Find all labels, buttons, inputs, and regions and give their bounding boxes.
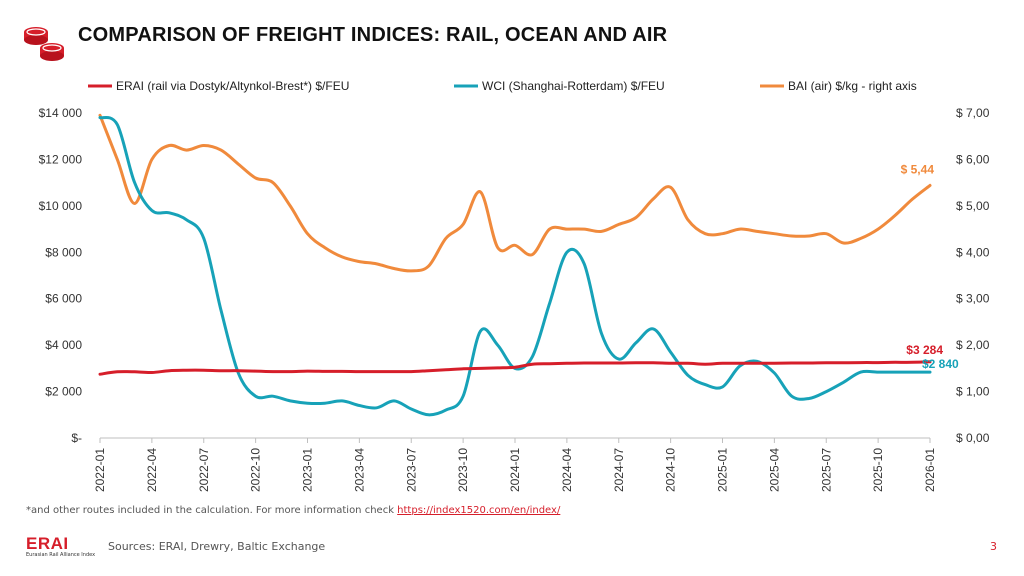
x-tick-label: 2025-01 <box>716 448 730 492</box>
x-tick-label: 2022-04 <box>145 448 159 492</box>
freight-indices-chart: ERAI (rail via Dostyk/Altynkol-Brest*) $… <box>39 79 990 492</box>
index-link[interactable]: https://index1520.com/en/index/ <box>397 505 561 516</box>
x-tick-label: 2023-10 <box>456 448 470 492</box>
legend-label-erai: ERAI (rail via Dostyk/Altynkol-Brest*) $… <box>116 79 349 93</box>
y-right-tick-label: $ 0,00 <box>956 431 990 445</box>
erai-logo: ERAI Eurasian Rail Alliance Index <box>26 534 96 558</box>
series-line-erai <box>98 360 932 376</box>
y-right-tick-label: $ 4,00 <box>956 245 990 259</box>
y-right-tick-label: $ 6,00 <box>956 152 990 166</box>
legend-label-wci: WCI (Shanghai-Rotterdam) $/FEU <box>482 79 665 93</box>
brand-name: ERAI <box>26 534 69 553</box>
x-tick-label: 2022-07 <box>197 448 211 492</box>
x-tick-label: 2025-04 <box>767 448 781 492</box>
footnote: *and other routes included in the calcul… <box>26 505 560 516</box>
y-left-tick-label: $12 000 <box>39 152 83 166</box>
chart-axes: $- $2 000 $4 000 $6 000 $8 000 $10 000 $12 000… <box>39 106 990 492</box>
chart-series <box>98 113 932 417</box>
footnote-text: *and other routes included in the calcul… <box>26 505 398 516</box>
sources-text: Sources: ERAI, Drewry, Baltic Exchange <box>108 540 326 553</box>
x-tick-label: 2024-01 <box>508 448 522 492</box>
x-tick-label: 2025-07 <box>819 448 833 492</box>
end-label-wci: $2 840 <box>922 357 959 371</box>
x-tick-label: 2024-10 <box>664 448 678 492</box>
x-tick-label: 2024-04 <box>560 448 574 492</box>
y-right-tick-label: $ 3,00 <box>956 292 990 306</box>
x-tick-label: 2026-01 <box>923 448 937 492</box>
y-right-tick-label: $ 7,00 <box>956 106 990 120</box>
coins-icon <box>24 27 64 61</box>
page-title: COMPARISON OF FREIGHT INDICES: RAIL, OCE… <box>78 24 668 46</box>
x-tick-label: 2022-10 <box>249 448 263 492</box>
y-left-tick-label: $10 000 <box>39 199 83 213</box>
chart-legend: ERAI (rail via Dostyk/Altynkol-Brest*) $… <box>88 79 917 93</box>
y-left-tick-label: $8 000 <box>45 245 82 259</box>
y-right-tick-label: $ 1,00 <box>956 385 990 399</box>
x-tick-label: 2023-01 <box>301 448 315 492</box>
x-tick-label: 2022-01 <box>93 448 107 492</box>
y-right-tick-label: $ 2,00 <box>956 338 990 352</box>
series-line-bai <box>98 113 932 273</box>
chart-end-labels: $ 5,44 $2 840$3 284 <box>901 162 959 371</box>
end-label-bai: $ 5,44 <box>901 162 935 176</box>
y-left-tick-label: $- <box>71 431 82 445</box>
x-tick-label: 2025-10 <box>871 448 885 492</box>
y-left-tick-label: $4 000 <box>45 338 82 352</box>
y-left-tick-label: $6 000 <box>45 292 82 306</box>
x-tick-label: 2023-04 <box>352 448 366 492</box>
y-left-tick-label: $2 000 <box>45 385 82 399</box>
brand-subtitle: Eurasian Rail Alliance Index <box>26 552 96 558</box>
legend-label-bai: BAI (air) $/kg - right axis <box>788 79 917 93</box>
end-label-erai: $3 284 <box>906 343 943 357</box>
page-number: 3 <box>990 540 997 553</box>
y-right-tick-label: $ 5,00 <box>956 199 990 213</box>
x-tick-label: 2024-07 <box>612 448 626 492</box>
x-tick-label: 2023-07 <box>404 448 418 492</box>
y-left-tick-label: $14 000 <box>39 106 83 120</box>
